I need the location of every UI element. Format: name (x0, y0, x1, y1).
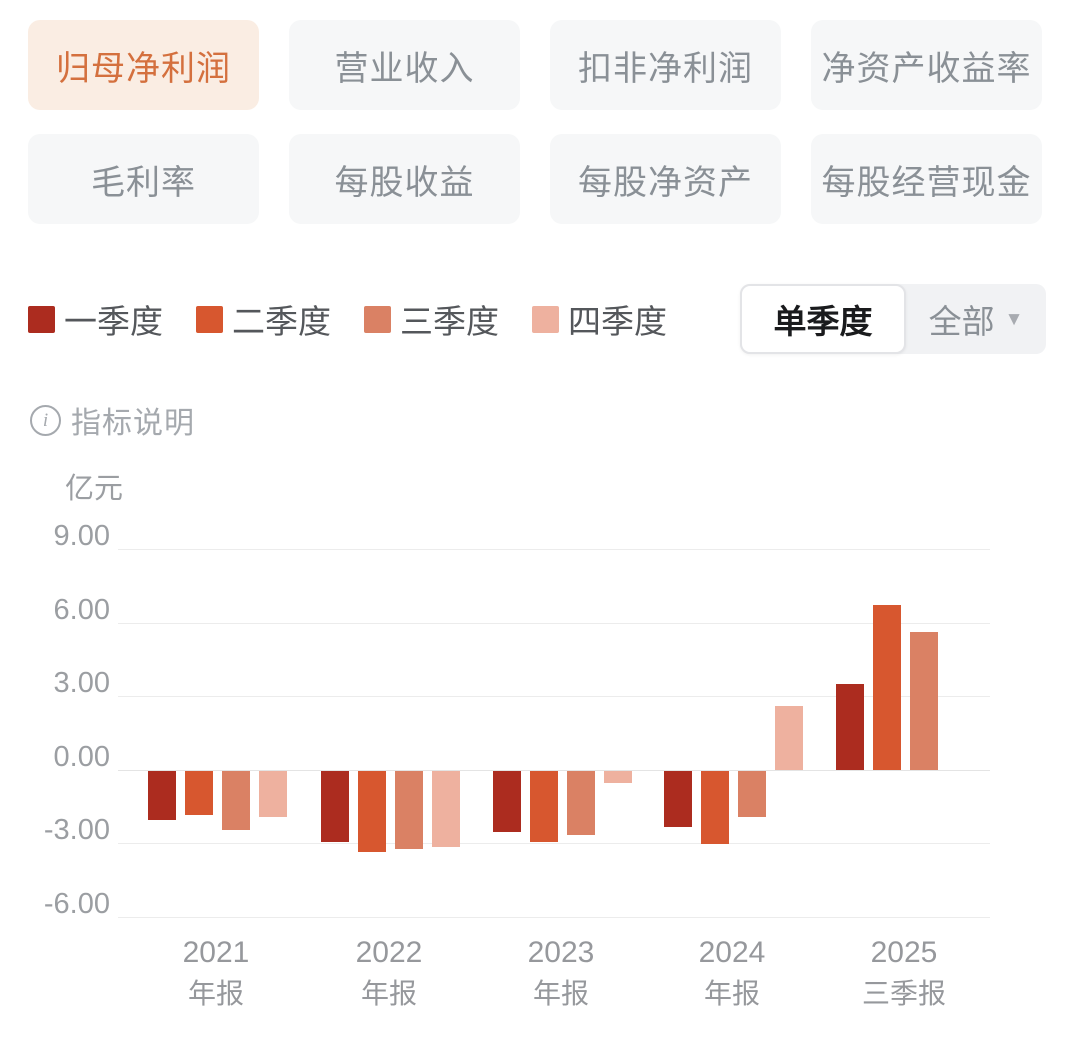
tab-return-on-equity[interactable]: 净资产收益率 (811, 20, 1042, 110)
legend-label-q4: 四季度 (568, 303, 667, 340)
legend-swatch-q3 (364, 305, 391, 333)
period-toggle: 单季度 全部 ▼ (740, 284, 1046, 354)
x-axis-label: 2022 年报 (355, 936, 423, 1009)
legend-item-q4: 四季度 (532, 295, 667, 343)
bar-2024-q2[interactable] (701, 770, 729, 845)
bar-2022-q4[interactable] (432, 770, 460, 847)
caret-down-icon: ▼ (1004, 308, 1024, 330)
x-axis-label: 2024 年报 (698, 936, 766, 1009)
bar-2022-q2[interactable] (358, 770, 386, 852)
legend-item-q1: 一季度 (28, 295, 163, 343)
legend-label-q1: 一季度 (64, 303, 163, 340)
legend-swatch-q2 (196, 305, 223, 333)
bar-2021-q2[interactable] (185, 770, 213, 815)
y-tick-label: 3.00 (53, 667, 110, 700)
tab-net-profit-attributable[interactable]: 归母净利润 (28, 20, 259, 110)
bar-2025-q2[interactable] (873, 605, 901, 770)
bar-2023-q4[interactable] (604, 770, 632, 784)
tab-net-assets-per-share[interactable]: 每股净资产 (550, 134, 781, 224)
x-axis-label: 2023 年报 (527, 936, 595, 1009)
indicator-info-label: 指标说明 (71, 407, 195, 440)
y-axis-unit-label: 亿元 (65, 473, 124, 505)
y-tick-label: -6.00 (43, 888, 110, 920)
y-tick-label: 6.00 (53, 593, 110, 626)
x-axis-label: 2025 三季报 (861, 936, 946, 1009)
info-icon: i (30, 404, 61, 436)
bar-2025-q3[interactable] (910, 632, 938, 770)
metric-tabs: 归母净利润 营业收入 扣非净利润 净资产收益率 毛利率 每股收益 每股净资产 每… (28, 20, 1042, 224)
bar-2025-q1[interactable] (836, 683, 864, 770)
legend-item-q2: 二季度 (196, 295, 331, 343)
bar-2024-q4[interactable] (775, 706, 803, 770)
tab-operating-cash-per-share[interactable]: 每股经营现金 (811, 134, 1042, 224)
indicator-info-link[interactable]: i 指标说明 (30, 398, 195, 442)
chart-legend: 一季度 二季度 三季度 四季度 (28, 292, 700, 346)
y-tick-label: 0.00 (53, 740, 110, 773)
bar-2022-q1[interactable] (321, 770, 349, 842)
y-tick-label: -3.00 (43, 814, 110, 847)
x-axis-label: 2021 年报 (182, 936, 250, 1009)
toggle-all-label: 全部 (928, 303, 995, 340)
bar-2023-q2[interactable] (530, 770, 558, 842)
y-tick-label: 9.00 (53, 520, 110, 552)
legend-label-q2: 二季度 (232, 303, 331, 340)
bar-2021-q1[interactable] (148, 770, 176, 820)
tab-earnings-per-share[interactable]: 每股收益 (289, 134, 520, 224)
tab-non-gaap-net-profit[interactable]: 扣非净利润 (550, 20, 781, 110)
tab-gross-margin[interactable]: 毛利率 (28, 134, 259, 224)
toggle-single-quarter-label: 单季度 (773, 303, 873, 340)
bar-2023-q3[interactable] (567, 770, 595, 835)
bar-2023-q1[interactable] (493, 770, 521, 833)
bar-2022-q3[interactable] (395, 770, 423, 850)
legend-label-q3: 三季度 (400, 303, 499, 340)
bar-2024-q1[interactable] (664, 770, 692, 828)
gridline (118, 843, 990, 845)
toggle-all[interactable]: 全部 ▼ (906, 284, 1046, 354)
tab-operating-revenue[interactable]: 营业收入 (289, 20, 520, 110)
legend-item-q3: 三季度 (364, 295, 499, 343)
quarterly-bar-chart: 亿元 9.00 6.00 3.00 0.00 -3.00 -6.00 2021 年报 2022 年… (0, 440, 1080, 1041)
gridline (118, 769, 990, 771)
gridline (118, 549, 990, 550)
bar-2021-q4[interactable] (259, 770, 287, 818)
legend-swatch-q4 (532, 305, 559, 333)
gridline (118, 622, 990, 624)
gridline (118, 917, 990, 918)
bar-2024-q3[interactable] (738, 770, 766, 818)
toggle-single-quarter[interactable]: 单季度 (740, 284, 906, 354)
gridline (118, 696, 990, 698)
legend-swatch-q1 (28, 305, 55, 333)
bar-2021-q3[interactable] (222, 770, 250, 830)
